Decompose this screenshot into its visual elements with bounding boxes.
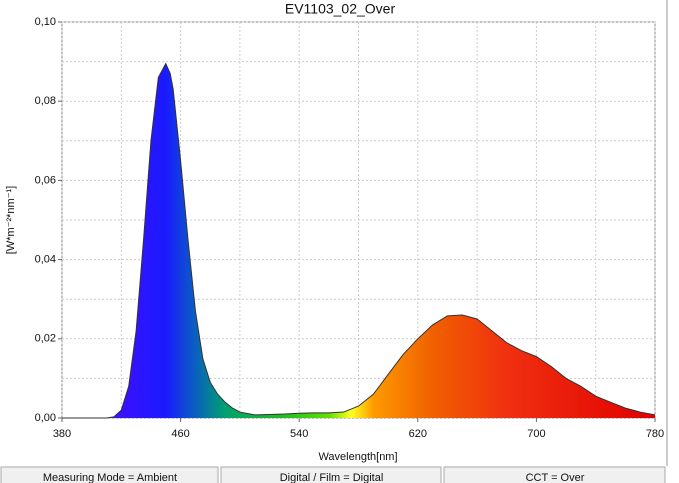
- y-tick-label: 0,02: [35, 333, 56, 345]
- status-cell: [0, 466, 219, 483]
- status-text: CCT = Over: [526, 472, 585, 483]
- x-tick-label: 780: [646, 428, 664, 440]
- x-tick-label: 700: [527, 428, 545, 440]
- y-tick-label: 0,10: [35, 16, 56, 28]
- x-tick-label: 540: [290, 428, 308, 440]
- x-axis-label: Wavelength[nm]: [318, 451, 397, 463]
- y-tick-label: 0,00: [35, 412, 56, 424]
- chart-title: EV1103_02_Over: [285, 1, 396, 17]
- x-tick-label: 460: [171, 428, 189, 440]
- x-tick-label: 620: [409, 428, 427, 440]
- spectrum-line: [62, 62, 656, 419]
- x-tick-label: 380: [53, 428, 71, 440]
- y-tick-label: 0,04: [35, 254, 56, 266]
- status-cell: [220, 466, 442, 483]
- y-tick-label: 0,06: [35, 174, 56, 186]
- status-text: Measuring Mode = Ambient: [43, 472, 177, 483]
- status-text: Digital / Film = Digital: [280, 472, 384, 483]
- y-tick-label: 0,08: [35, 95, 56, 107]
- y-axis-label: [W*m⁻²*nm⁻¹]: [5, 186, 17, 254]
- status-cell: [443, 466, 666, 483]
- spectrum-area: [62, 63, 655, 418]
